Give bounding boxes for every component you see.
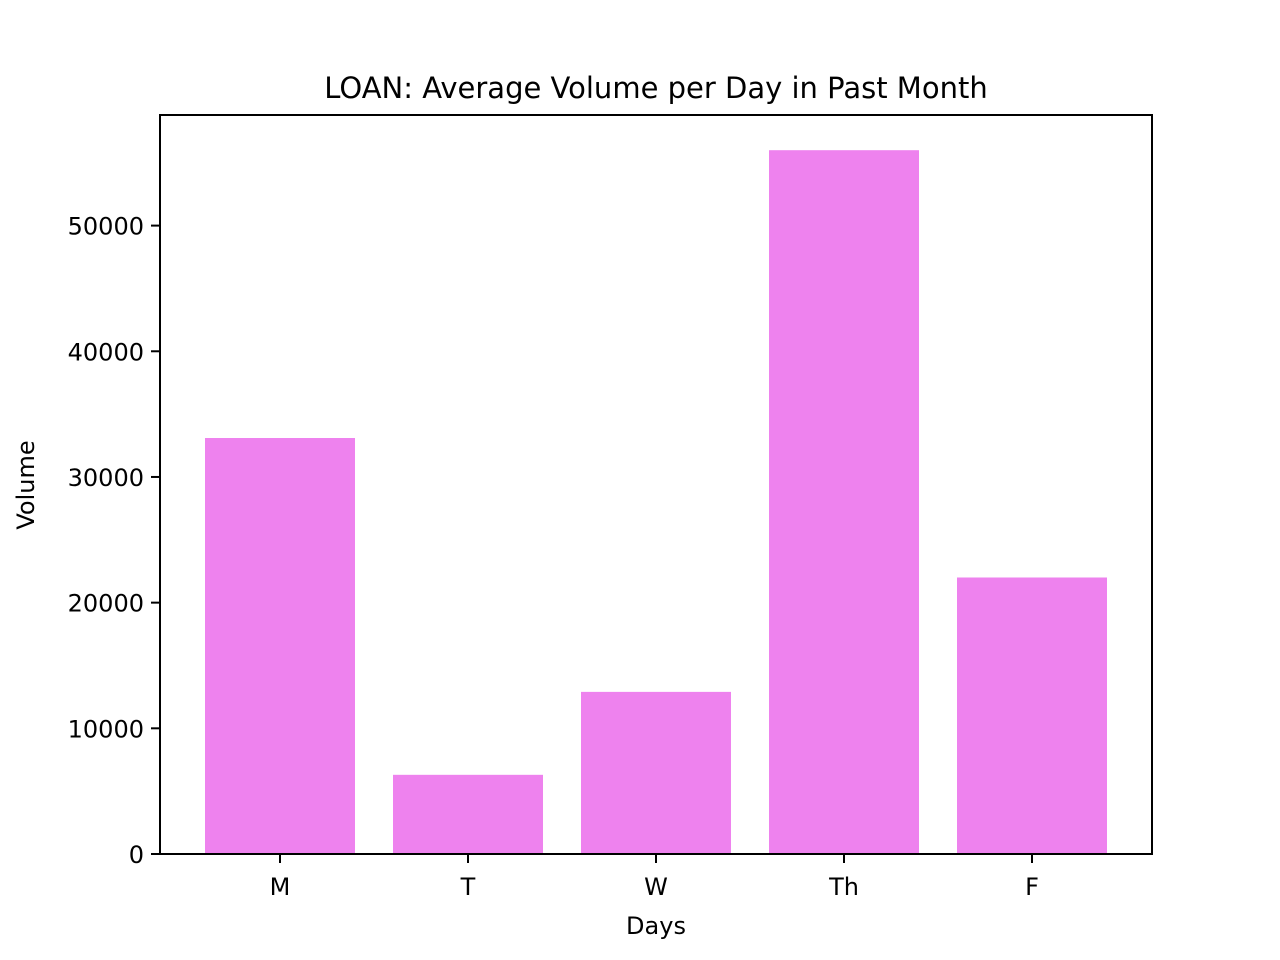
- bar-th: [769, 150, 919, 854]
- y-tick-label: 40000: [68, 338, 144, 366]
- chart-title: LOAN: Average Volume per Day in Past Mon…: [324, 71, 987, 105]
- bar-f: [957, 578, 1107, 854]
- y-tick-label: 50000: [68, 213, 144, 241]
- y-axis-title: Volume: [12, 440, 40, 529]
- bars-group: [205, 150, 1107, 854]
- x-tick-label: T: [460, 873, 476, 901]
- bar-m: [205, 438, 355, 854]
- bar-w: [581, 692, 731, 854]
- x-tick-label: Th: [828, 873, 859, 901]
- y-axis: 0 10000 20000 30000 40000 50000: [68, 213, 160, 869]
- y-tick-label: 10000: [68, 715, 144, 743]
- y-tick-label: 30000: [68, 464, 144, 492]
- x-tick-label: M: [270, 873, 291, 901]
- bar-t: [393, 775, 543, 854]
- y-tick-label: 0: [129, 841, 144, 869]
- x-tick-label: W: [644, 873, 668, 901]
- y-tick-label: 20000: [68, 590, 144, 618]
- x-tick-label: F: [1025, 873, 1039, 901]
- x-axis: M T W Th F: [270, 854, 1039, 901]
- x-axis-title: Days: [626, 912, 686, 940]
